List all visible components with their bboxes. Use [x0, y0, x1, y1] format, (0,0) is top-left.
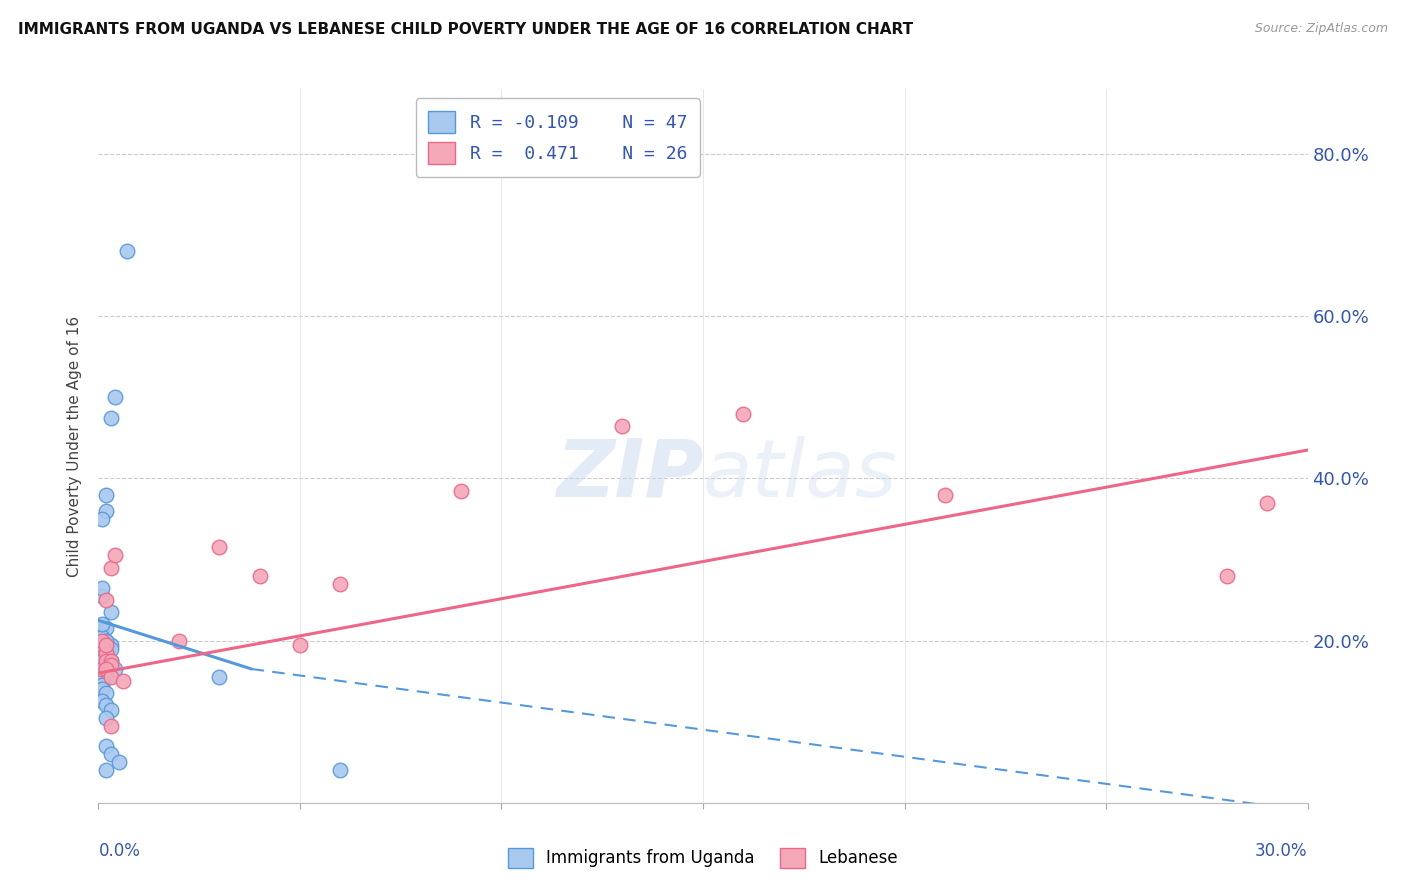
Point [249, 568, 271, 582]
Text: 30.0%: 30.0% [1256, 842, 1308, 860]
Point [91, 654, 114, 668]
Point [450, 483, 472, 498]
Point [91, 633, 114, 648]
Point [100, 654, 122, 668]
Point [91, 666, 114, 681]
Point [91, 646, 114, 660]
Point [91, 622, 114, 636]
Point [100, 641, 122, 656]
Point [100, 719, 122, 733]
Point [91, 670, 114, 684]
Point [96, 698, 118, 713]
Point [96, 662, 118, 676]
Point [91, 670, 114, 684]
Point [100, 670, 122, 684]
Point [91, 662, 114, 676]
Point [100, 560, 122, 574]
Point [934, 488, 956, 502]
Point [96, 686, 118, 700]
Point [733, 407, 755, 421]
Y-axis label: Child Poverty Under the Age of 16: Child Poverty Under the Age of 16 [67, 316, 83, 576]
Point [96, 711, 118, 725]
Point [96, 622, 118, 636]
Point [91, 674, 114, 689]
Point [100, 747, 122, 761]
Point [96, 633, 118, 648]
Point [100, 702, 122, 716]
Legend: R = -0.109    N = 47, R =  0.471    N = 26: R = -0.109 N = 47, R = 0.471 N = 26 [416, 98, 700, 177]
Point [1256, 496, 1278, 510]
Point [91, 646, 114, 660]
Point [91, 682, 114, 697]
Point [96, 593, 118, 607]
Text: ZIP: ZIP [555, 435, 703, 514]
Point [96, 633, 118, 648]
Point [91, 678, 114, 692]
Point [91, 630, 114, 644]
Point [100, 410, 122, 425]
Point [103, 549, 125, 563]
Point [96, 504, 118, 518]
Point [96, 654, 118, 668]
Point [100, 654, 122, 668]
Point [96, 654, 118, 668]
Point [329, 764, 352, 778]
Point [96, 646, 118, 660]
Point [612, 418, 634, 433]
Point [91, 662, 114, 676]
Point [91, 617, 114, 632]
Point [96, 638, 118, 652]
Point [103, 390, 125, 404]
Text: IMMIGRANTS FROM UGANDA VS LEBANESE CHILD POVERTY UNDER THE AGE OF 16 CORRELATION: IMMIGRANTS FROM UGANDA VS LEBANESE CHILD… [18, 22, 914, 37]
Point [91, 694, 114, 708]
Point [100, 657, 122, 672]
Point [111, 674, 134, 689]
Text: Source: ZipAtlas.com: Source: ZipAtlas.com [1254, 22, 1388, 36]
Point [167, 633, 190, 648]
Point [288, 638, 311, 652]
Point [107, 756, 129, 770]
Point [208, 670, 231, 684]
Point [91, 512, 114, 526]
Point [96, 657, 118, 672]
Point [91, 638, 114, 652]
Point [103, 662, 125, 676]
Point [96, 739, 118, 753]
Point [96, 646, 118, 660]
Point [100, 638, 122, 652]
Point [91, 581, 114, 595]
Text: atlas: atlas [703, 435, 898, 514]
Point [96, 764, 118, 778]
Legend: Immigrants from Uganda, Lebanese: Immigrants from Uganda, Lebanese [502, 841, 904, 875]
Point [100, 605, 122, 619]
Point [100, 657, 122, 672]
Point [115, 244, 138, 259]
Point [329, 577, 352, 591]
Text: 0.0%: 0.0% [98, 842, 141, 860]
Point [208, 541, 231, 555]
Point [96, 488, 118, 502]
Point [96, 662, 118, 676]
Point [91, 589, 114, 603]
Point [1216, 568, 1239, 582]
Point [96, 649, 118, 664]
Point [96, 670, 118, 684]
